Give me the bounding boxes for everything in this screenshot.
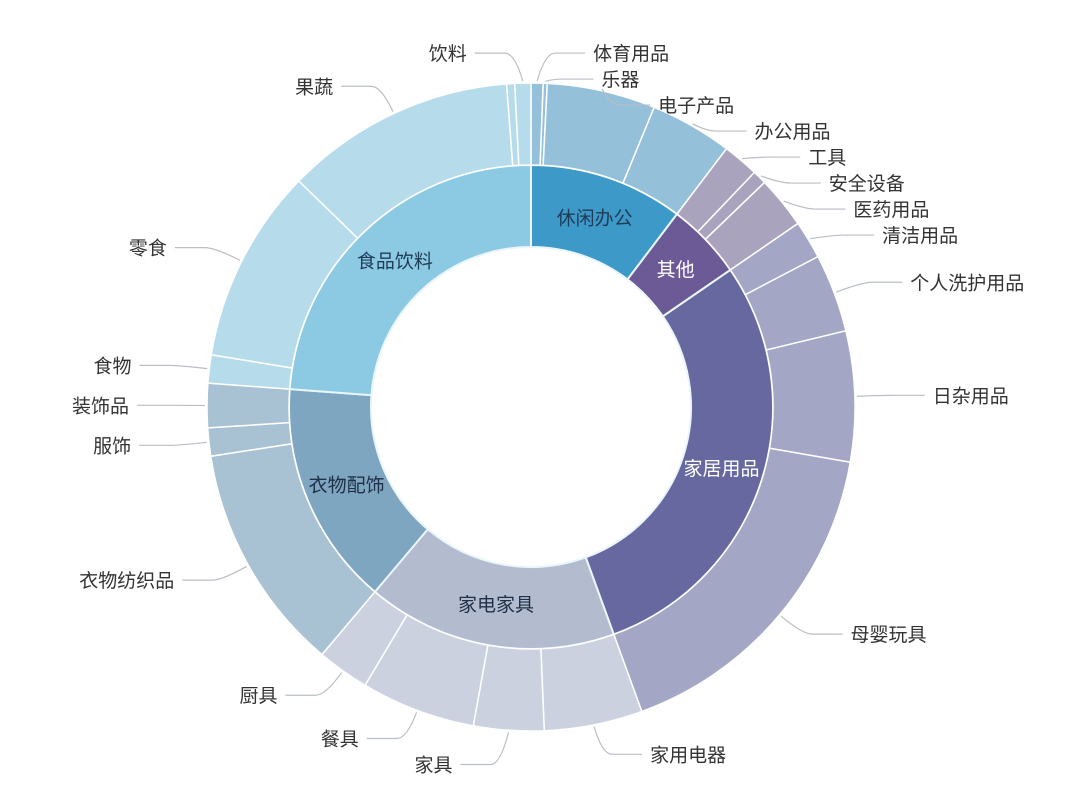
outer-segment[interactable] bbox=[765, 329, 856, 464]
outer-label: 果蔬 bbox=[295, 76, 333, 98]
leader-line bbox=[460, 732, 510, 766]
inner-label: 家电家具 bbox=[458, 594, 534, 616]
outer-label: 家用电器 bbox=[650, 744, 726, 766]
leader-line bbox=[601, 88, 651, 106]
inner-label: 休闲办公 bbox=[557, 207, 633, 229]
outer-label: 餐具 bbox=[321, 728, 359, 750]
outer-label: 乐器 bbox=[601, 69, 639, 91]
leader-line bbox=[536, 52, 586, 82]
outer-label: 安全设备 bbox=[829, 173, 905, 195]
outer-label: 办公用品 bbox=[755, 121, 831, 143]
outer-segment[interactable] bbox=[513, 82, 532, 167]
leader-line bbox=[174, 247, 241, 261]
outer-segment[interactable] bbox=[206, 382, 291, 429]
inner-label: 其他 bbox=[657, 259, 695, 281]
leader-line bbox=[341, 85, 394, 112]
outer-label: 母婴玩具 bbox=[851, 624, 927, 646]
leader-lines bbox=[137, 52, 925, 766]
leader-line bbox=[139, 364, 208, 370]
outer-label: 清洁用品 bbox=[882, 225, 958, 247]
leader-line bbox=[835, 281, 903, 293]
outer-labels: 体育用品乐器电子产品办公用品工具安全设备医药用品清洁用品个人洗护用品日杂用品母婴… bbox=[72, 43, 1024, 776]
outer-label: 装饰品 bbox=[72, 395, 129, 417]
inner-label: 衣物配饰 bbox=[309, 474, 385, 496]
leader-line bbox=[139, 441, 207, 446]
leader-line bbox=[692, 123, 747, 132]
inner-label: 家居用品 bbox=[683, 458, 759, 480]
leader-line bbox=[593, 726, 643, 755]
leader-line bbox=[783, 200, 846, 210]
outer-label: 厨具 bbox=[239, 685, 277, 707]
outer-label: 医药用品 bbox=[853, 199, 929, 221]
leader-line bbox=[182, 565, 247, 581]
inner-ring bbox=[288, 163, 774, 650]
leader-line bbox=[474, 52, 524, 82]
leader-line bbox=[285, 672, 343, 696]
leader-line bbox=[856, 394, 925, 397]
leader-line bbox=[545, 78, 594, 82]
outer-label: 工具 bbox=[808, 147, 846, 169]
inner-label: 食品饮料 bbox=[357, 250, 433, 272]
outer-label: 电子产品 bbox=[658, 95, 734, 117]
outer-label: 体育用品 bbox=[593, 43, 669, 65]
outer-label: 食物 bbox=[93, 355, 131, 377]
outer-label: 日杂用品 bbox=[933, 385, 1009, 407]
leader-line bbox=[760, 175, 821, 184]
outer-label: 饮料 bbox=[429, 43, 467, 65]
leader-line bbox=[366, 712, 418, 740]
outer-label: 服饰 bbox=[93, 435, 131, 457]
leader-line bbox=[810, 234, 875, 240]
outer-label: 家具 bbox=[414, 754, 452, 776]
leader-line bbox=[780, 615, 843, 635]
outer-ring bbox=[206, 82, 856, 732]
leader-line bbox=[742, 156, 801, 160]
outer-label: 零食 bbox=[129, 238, 167, 260]
outer-label: 衣物纺织品 bbox=[79, 570, 174, 592]
outer-label: 个人洗护用品 bbox=[910, 272, 1024, 294]
